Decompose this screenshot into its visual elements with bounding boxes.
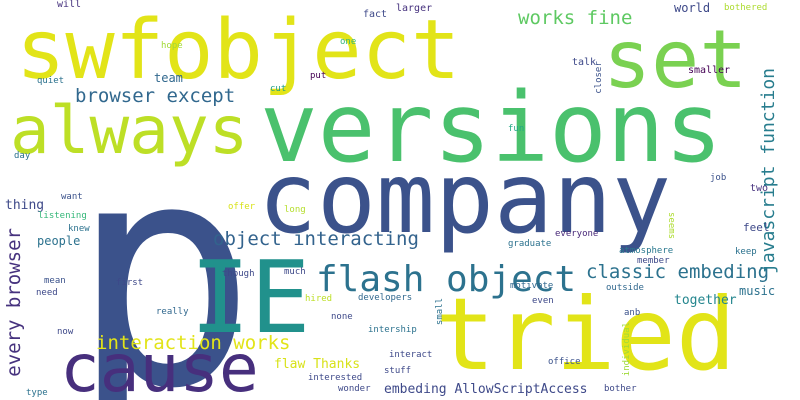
- word-cloud-word: swfobject: [16, 3, 461, 98]
- word-cloud-word: cut: [270, 84, 287, 94]
- word-cloud-word: javascript function: [758, 68, 779, 274]
- word-cloud-word: everyone: [555, 229, 599, 239]
- word-cloud-word: flaw Thanks: [274, 357, 361, 372]
- word-cloud-word: flash object: [316, 259, 577, 300]
- word-cloud-word: anb: [624, 308, 641, 318]
- word-cloud-word: office: [548, 357, 581, 367]
- word-cloud-word: interact: [389, 350, 433, 360]
- word-cloud-word: talk: [572, 57, 597, 68]
- word-cloud-word: listening: [38, 211, 87, 221]
- word-cloud-word: fact: [363, 9, 388, 20]
- word-cloud-word: none: [331, 312, 353, 322]
- word-cloud-word: much: [284, 267, 306, 277]
- word-cloud-word: really: [156, 307, 189, 317]
- word-cloud-word: cause: [60, 330, 259, 400]
- word-cloud-word: will: [57, 0, 82, 10]
- word-cloud-word: interaction works: [96, 332, 291, 354]
- word-cloud-word: member: [637, 256, 670, 266]
- word-cloud-word: keep: [735, 247, 757, 257]
- word-cloud-word: IE: [190, 239, 311, 356]
- word-cloud-word: one: [340, 37, 357, 47]
- word-cloud-word: works fine: [518, 7, 633, 29]
- word-cloud-word: developers: [358, 293, 413, 303]
- word-cloud-word: knew: [68, 224, 90, 234]
- word-cloud-word: outside: [606, 283, 644, 293]
- word-cloud-word: thing: [5, 198, 45, 213]
- word-cloud-word: bothered: [724, 3, 768, 13]
- word-cloud-word: day: [14, 151, 31, 161]
- word-cloud-word: interested: [308, 373, 363, 383]
- word-cloud-word: two: [750, 183, 769, 194]
- word-cloud-word: larger: [396, 3, 433, 14]
- word-cloud-word: browser except: [75, 85, 236, 107]
- word-cloud-word: even: [532, 296, 554, 306]
- word-cloud-word: need: [36, 288, 58, 298]
- word-cloud-word: stuff: [384, 366, 412, 376]
- word-cloud-word: job: [710, 173, 727, 183]
- word-cloud-word: company: [258, 142, 672, 256]
- word-cloud-word: long: [284, 205, 306, 215]
- word-cloud-word: smaller: [688, 65, 731, 76]
- word-cloud-word: motivate: [510, 281, 554, 291]
- word-cloud-word: tried: [435, 276, 737, 393]
- word-cloud-word: first: [116, 278, 144, 288]
- word-cloud-word: classic embeding: [586, 261, 770, 283]
- word-cloud-word: team: [154, 71, 183, 85]
- word-cloud-word: offer: [228, 202, 256, 212]
- word-cloud-word: individual: [622, 322, 632, 377]
- word-cloud-word: intership: [368, 325, 417, 335]
- word-cloud-word: every browser: [3, 228, 25, 377]
- word-cloud-word: versions: [260, 72, 723, 184]
- word-cloud-word: set: [603, 13, 748, 106]
- word-cloud-word: music: [739, 284, 776, 298]
- word-cloud-word: closer: [593, 61, 604, 94]
- word-cloud-word: want: [61, 192, 83, 202]
- word-cloud-word: put: [310, 71, 327, 81]
- word-cloud-word: hope: [161, 41, 183, 51]
- word-cloud-word: wonder: [338, 384, 371, 394]
- word-cloud-word: object interacting: [213, 228, 419, 250]
- word-cloud-word: atmosphere: [619, 246, 674, 256]
- word-cloud-word: graduate: [508, 239, 552, 249]
- word-cloud-word: though: [222, 269, 255, 279]
- word-cloud-word: feel: [743, 221, 770, 234]
- word-cloud-word: always: [10, 92, 249, 169]
- word-cloud-word: p: [70, 96, 257, 400]
- word-cloud-word: fun: [508, 124, 525, 134]
- word-cloud-word: people: [37, 234, 81, 248]
- word-cloud-word: seems: [666, 212, 676, 240]
- word-cloud-word: quiet: [37, 76, 65, 86]
- word-cloud-word: mean: [44, 276, 66, 286]
- word-cloud-word: bother: [604, 384, 637, 394]
- word-cloud-word: together: [674, 293, 737, 308]
- word-cloud-word: world: [674, 1, 711, 15]
- word-cloud-word: now: [57, 327, 74, 337]
- word-cloud-word: hired: [305, 294, 333, 304]
- word-cloud-word: embeding AllowScriptAccess: [384, 382, 588, 397]
- word-cloud-word: small: [435, 298, 445, 326]
- word-cloud-word: type: [26, 388, 48, 398]
